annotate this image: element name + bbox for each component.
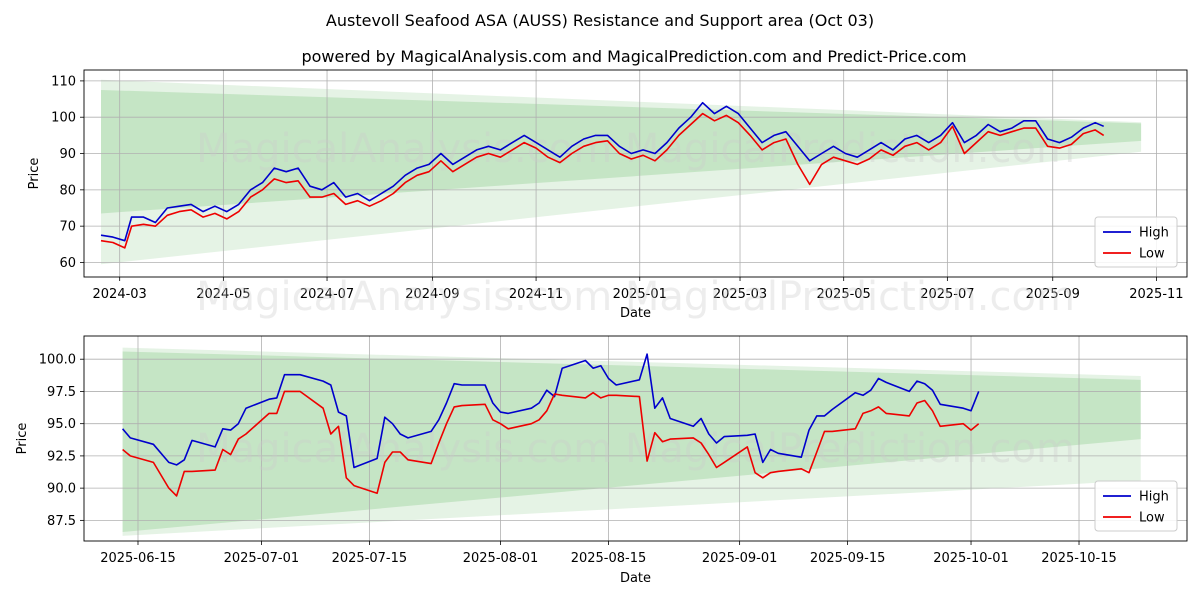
x-tick-label: 2024-05 (196, 287, 250, 302)
x-tick-label: 2024-07 (300, 287, 354, 302)
y-tick-label: 70 (59, 220, 76, 235)
x-tick-label: 2025-05 (817, 287, 871, 302)
y-tick-label: 95.0 (47, 417, 76, 432)
support-resistance-band-inner (100, 89, 1142, 214)
legend-label-low: Low (1139, 247, 1165, 262)
x-tick-label: 2025-09-01 (702, 551, 778, 566)
series-line-low (100, 112, 1105, 249)
support-resistance-band-outer (122, 347, 1141, 536)
legend-box (1094, 216, 1178, 268)
legend-label-low: Low (1139, 511, 1165, 526)
y-tick-label: 90 (59, 147, 76, 162)
legend: High Low (1094, 480, 1178, 532)
y-tick-label: 92.5 (47, 449, 76, 464)
x-tick-label: 2025-07-01 (224, 551, 300, 566)
y-tick-label: 90.0 (47, 482, 76, 497)
y-axis-label: Price (27, 158, 42, 190)
y-tick-label: 110 (51, 74, 76, 89)
y-axis-label: Price (15, 423, 30, 455)
x-tick-label: 2025-09-15 (810, 551, 886, 566)
bottom-chart: 2025-06-15 2025-07-01 2025-07-15 2025-08-01… (15, 335, 1188, 586)
legend-box (1094, 480, 1178, 532)
y-tick-label: 100 (51, 111, 76, 126)
watermark-text: MagicalAnalysis.com MagicalPrediction.co… (196, 274, 1075, 320)
legend: High Low (1094, 216, 1178, 268)
x-tick-label: 2025-11 (1129, 287, 1183, 302)
x-tick-label: 2024-09 (405, 287, 459, 302)
support-resistance-band-inner (122, 351, 1141, 532)
x-tick-label: 2025-10-15 (1041, 551, 1117, 566)
x-tick-label: 2024-03 (93, 287, 147, 302)
y-tick-label: 97.5 (47, 385, 76, 400)
chart-subtitle: powered by MagicalAnalysis.com and Magic… (301, 47, 966, 66)
top-chart: 2024-03 2024-05 2024-07 2024-09 2024-11 2025-… (27, 69, 1188, 321)
legend-label-high: High (1139, 490, 1169, 505)
x-tick-label: 2025-03 (713, 287, 767, 302)
legend-label-high: High (1139, 226, 1169, 241)
series-line-low (122, 390, 980, 497)
y-tick-label: 60 (59, 256, 76, 271)
x-tick-label: 2025-07-15 (332, 551, 408, 566)
x-tick-label: 2024-11 (509, 287, 563, 302)
x-tick-label: 2025-08-01 (463, 551, 539, 566)
support-resistance-band-outer (100, 79, 1142, 265)
y-tick-label: 100.0 (39, 353, 76, 368)
x-tick-label: 2025-06-15 (100, 551, 176, 566)
y-tick-label: 87.5 (47, 514, 76, 529)
x-tick-label: 2025-09 (1026, 287, 1080, 302)
series-line-high (100, 101, 1105, 242)
series-line-high (121, 353, 980, 469)
y-tick-label: 80 (59, 183, 76, 198)
x-axis-label: Date (620, 306, 651, 321)
axes-frame (83, 69, 1188, 278)
x-tick-label: 2025-08-15 (571, 551, 647, 566)
chart-title: Austevoll Seafood ASA (AUSS) Resistance … (326, 11, 874, 30)
x-tick-label: 2025-07 (920, 287, 974, 302)
x-tick-label: 2025-10-01 (933, 551, 1009, 566)
x-tick-label: 2025-01 (613, 287, 667, 302)
x-axis-label: Date (620, 571, 651, 586)
axes-frame (83, 335, 1188, 542)
watermark-text: MagicalAnalysis.com MagicalPrediction.co… (196, 426, 1075, 472)
